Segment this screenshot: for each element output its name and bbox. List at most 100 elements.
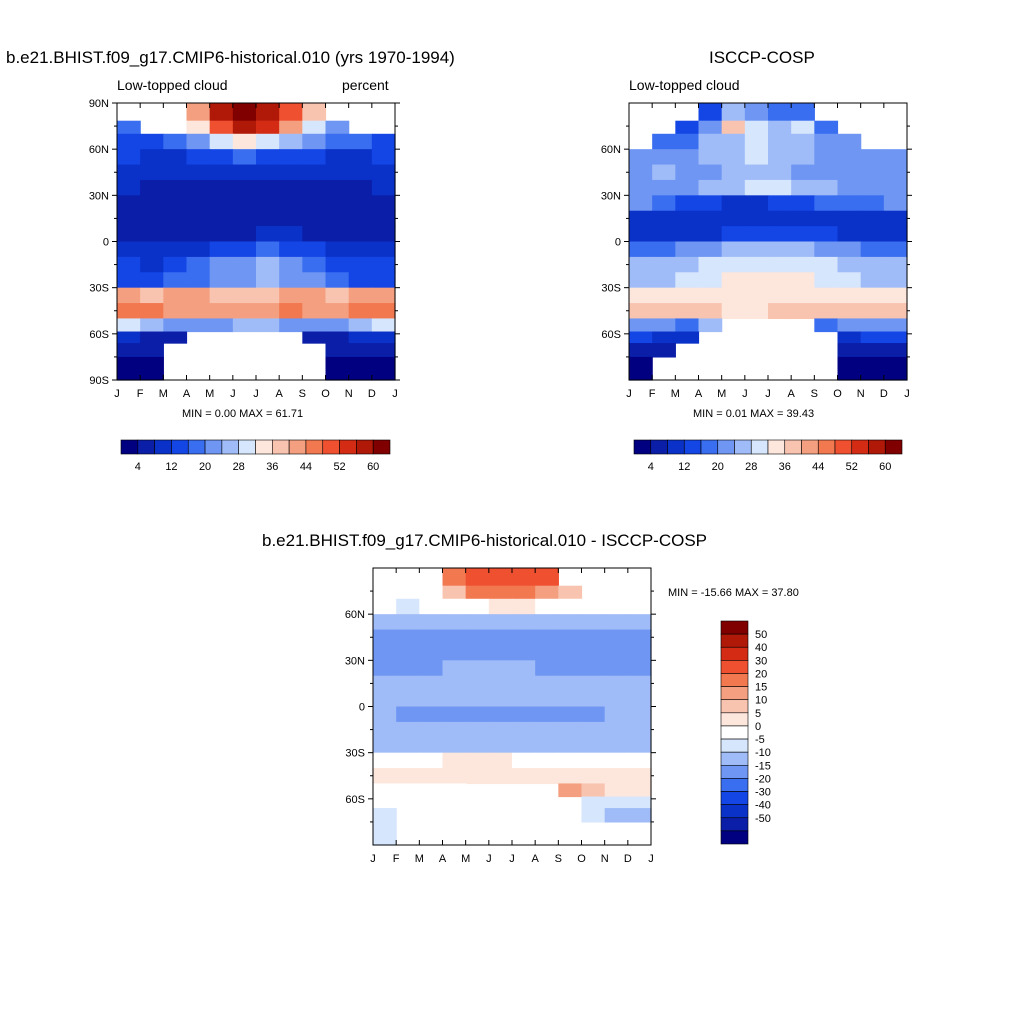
obs-cell [698,303,723,320]
diff-cell [419,737,444,754]
obs-cell [814,195,839,212]
diff-colorbar-label: -20 [755,773,771,785]
diff-colorbar-label: -30 [755,787,771,799]
model-cell [163,331,188,344]
model-cell [209,241,234,258]
obs-cell [744,164,769,181]
diff-colorbar-box [720,804,749,819]
model-cell [348,287,373,304]
obs-cell [675,256,700,273]
model-cell [117,241,141,258]
diff-cell [627,783,652,798]
diff-cell [419,721,444,738]
model-cell [186,318,211,333]
obs-cell [837,318,862,333]
model-cell [302,179,327,196]
obs-cell [744,210,769,227]
model-cell [348,256,373,273]
obs-left-label: Low-topped cloud [629,77,740,93]
obs-cell [883,318,908,333]
diff-cell [627,598,652,615]
model-cell [186,120,211,135]
model-colorbar-box [137,439,155,455]
obs-cell [791,179,815,196]
obs-x-tick-label: J [626,388,632,400]
model-cell [256,210,280,227]
diff-cell [581,796,606,809]
diff-cell [535,768,559,785]
diff-cell [512,721,536,738]
diff-cell [558,706,583,723]
diff-cell [512,752,536,769]
obs-cell [721,195,746,212]
model-cell [163,226,188,243]
diff-cell [627,796,652,809]
diff-cell [396,768,420,785]
diff-y-tick-label: 0 [359,702,365,714]
diff-cell [535,737,559,754]
obs-panel-title: ISCCP-COSP [709,48,815,67]
model-cell [209,120,234,135]
diff-cell [581,644,606,661]
model-cell [186,226,211,243]
obs-cell [814,149,839,166]
model-cell [348,343,373,358]
obs-cell [652,343,676,358]
diff-cell [535,721,559,738]
model-heatmap-cells [117,103,396,381]
model-cell [348,241,373,258]
diff-cell [442,598,467,615]
diff-x-tick-label: S [555,853,562,865]
obs-cell [837,210,862,227]
obs-cell [814,272,839,289]
diff-y-tick-label: 60S [345,794,365,806]
diff-cell [396,675,420,692]
model-cell [371,318,396,333]
model-cell [232,287,257,304]
diff-x-tick-label: J [648,853,654,865]
obs-colorbar-box [700,439,719,455]
model-cell [140,195,164,212]
obs-cell [860,303,885,320]
obs-cell [768,287,792,304]
model-cell [186,179,211,196]
diff-minmax: MIN = -15.66 MAX = 37.80 [668,587,799,599]
model-left-label: Low-topped cloud [117,77,228,93]
obs-cell [837,164,862,181]
model-cell [371,195,396,212]
diff-cell [604,808,629,823]
model-cell [163,256,188,273]
model-cell [117,331,141,344]
diff-colorbar-box [720,620,749,635]
obs-cell [698,195,723,212]
diff-cell [442,675,467,692]
diff-cell [465,629,490,646]
diff-colorbar-box [720,791,749,805]
obs-cell [768,210,792,227]
diff-cell [465,598,490,615]
diff-cell [604,796,629,809]
obs-cell [768,149,792,166]
model-cell [256,318,280,333]
diff-x-tick-label: M [461,853,470,865]
obs-cell [814,226,839,243]
diff-cell [373,629,397,646]
obs-colorbar-box [834,439,853,455]
model-cell [279,226,303,243]
model-y-tick-label: 60S [89,329,109,341]
diff-cell [373,660,397,677]
model-x-tick-label: J [230,388,236,400]
model-cell [232,241,257,258]
diff-cell [535,644,559,661]
obs-cell [883,287,908,304]
diff-cell [512,691,536,708]
diff-colorbar-label: 20 [755,668,767,680]
model-cell [325,241,350,258]
model-cell [117,256,141,273]
model-cell [186,210,211,227]
model-colorbar-box [356,439,374,455]
obs-cell [629,318,653,333]
obs-cell [814,210,839,227]
diff-x-tick-label: F [393,853,400,865]
model-cell [117,195,141,212]
